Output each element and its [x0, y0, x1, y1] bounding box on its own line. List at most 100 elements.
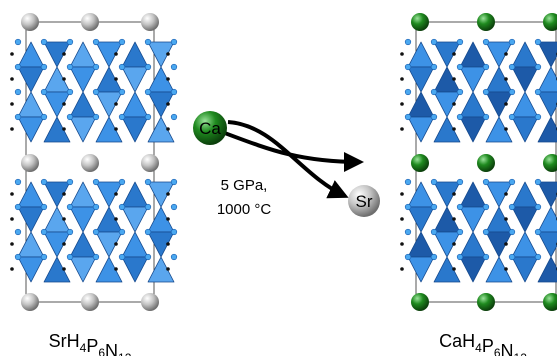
- crystal-structures: [10, 13, 557, 311]
- h-atom: [166, 192, 170, 196]
- polyhedron: [408, 92, 434, 117]
- atom: [483, 64, 489, 70]
- cation: [411, 154, 429, 172]
- h-atom: [452, 77, 456, 81]
- atom: [535, 89, 541, 95]
- h-atom: [452, 192, 456, 196]
- atom: [483, 254, 489, 260]
- polyhedron: [486, 232, 512, 257]
- polyhedron: [70, 42, 96, 67]
- cation: [81, 154, 99, 172]
- polyhedron: [434, 182, 460, 207]
- polyhedron: [434, 207, 460, 232]
- polyhedron: [122, 117, 148, 142]
- atom: [119, 114, 125, 120]
- atom: [93, 229, 99, 235]
- h-atom: [400, 267, 404, 271]
- atom: [93, 179, 99, 185]
- condition: 5 GPa,: [221, 177, 268, 194]
- atom: [93, 64, 99, 70]
- polyhedron: [44, 92, 70, 117]
- polyhedron: [538, 117, 557, 142]
- atom: [93, 89, 99, 95]
- cation: [21, 154, 39, 172]
- h-atom: [10, 217, 14, 221]
- atom: [41, 204, 47, 210]
- atom: [483, 39, 489, 45]
- atom: [509, 39, 515, 45]
- atom: [41, 39, 47, 45]
- atom: [15, 114, 21, 120]
- polyhedron: [408, 67, 434, 92]
- polyhedron: [148, 257, 174, 282]
- formula-part: N: [501, 341, 514, 356]
- h-atom: [504, 127, 508, 131]
- condition: 1000 °C: [217, 201, 272, 218]
- atom: [509, 254, 515, 260]
- atom: [535, 64, 541, 70]
- polyhedron: [512, 232, 538, 257]
- atom: [509, 204, 515, 210]
- cation: [21, 13, 39, 31]
- cation: [477, 13, 495, 31]
- polyhedron: [96, 92, 122, 117]
- h-atom: [166, 217, 170, 221]
- polyhedron: [434, 92, 460, 117]
- atom: [41, 89, 47, 95]
- atom: [145, 179, 151, 185]
- figure: Ca Sr 5 GPa, 1000 °C SrH4P6N12 CaH4P6N12: [0, 0, 557, 356]
- polyhedron: [44, 182, 70, 207]
- atom: [15, 204, 21, 210]
- atom: [171, 254, 177, 260]
- polyhedron: [486, 182, 512, 207]
- polyhedron: [70, 117, 96, 142]
- atom: [483, 114, 489, 120]
- atom: [457, 254, 463, 260]
- atom: [509, 89, 515, 95]
- atom: [119, 64, 125, 70]
- atom: [405, 89, 411, 95]
- h-atom: [62, 102, 66, 106]
- h-atom: [10, 192, 14, 196]
- h-atom: [400, 217, 404, 221]
- cation: [141, 13, 159, 31]
- polyhedron: [70, 92, 96, 117]
- atom: [171, 179, 177, 185]
- polyhedron: [122, 232, 148, 257]
- formula-subscript: 12: [118, 351, 132, 356]
- formula: CaH4P6N12: [439, 331, 527, 356]
- atom: [171, 114, 177, 120]
- atom: [535, 204, 541, 210]
- atom: [145, 64, 151, 70]
- polyhedron: [70, 207, 96, 232]
- h-atom: [400, 127, 404, 131]
- h-atom: [504, 267, 508, 271]
- h-atom: [452, 102, 456, 106]
- polyhedron: [460, 92, 486, 117]
- h-atom: [504, 52, 508, 56]
- atom: [171, 204, 177, 210]
- atom: [457, 114, 463, 120]
- atom: [119, 254, 125, 260]
- polyhedron: [486, 67, 512, 92]
- h-atom: [504, 217, 508, 221]
- polyhedron: [486, 207, 512, 232]
- polyhedron: [538, 92, 557, 117]
- polyhedron: [96, 232, 122, 257]
- h-atom: [114, 52, 118, 56]
- h-atom: [166, 127, 170, 131]
- h-atom: [114, 242, 118, 246]
- atom: [145, 254, 151, 260]
- polyhedron: [408, 42, 434, 67]
- polyhedron: [538, 232, 557, 257]
- atom: [431, 64, 437, 70]
- h-atom: [114, 217, 118, 221]
- atom: [145, 204, 151, 210]
- polyhedron: [434, 42, 460, 67]
- cation: [543, 13, 557, 31]
- atom: [457, 39, 463, 45]
- polyhedron: [512, 117, 538, 142]
- h-atom: [166, 77, 170, 81]
- polyhedron: [148, 92, 174, 117]
- polyhedron: [538, 207, 557, 232]
